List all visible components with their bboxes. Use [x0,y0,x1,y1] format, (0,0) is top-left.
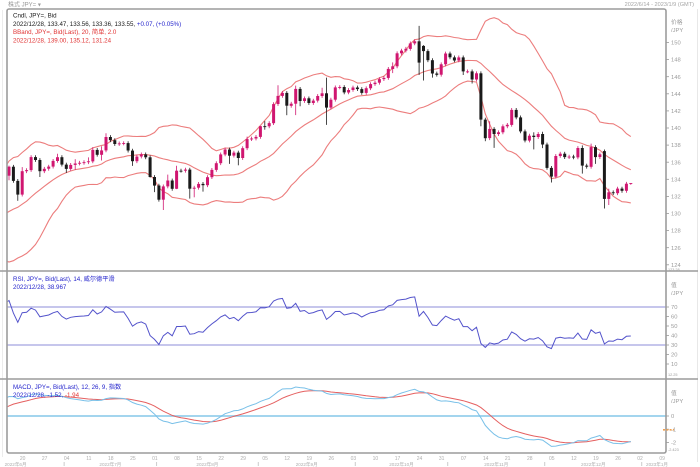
svg-text:20: 20 [20,456,26,462]
svg-text:05: 05 [549,456,555,462]
svg-text:2022年7月: 2022年7月 [99,461,121,467]
svg-text:10: 10 [373,456,379,462]
svg-text:/JPY: /JPY [671,28,683,34]
svg-text:124: 124 [671,263,681,269]
svg-text:18: 18 [108,456,114,462]
svg-text:26: 26 [615,456,621,462]
svg-text:2022/12/28, 133.47, 133.56, 13: 2022/12/28, 133.47, 133.56, 133.36, 133.… [13,21,181,28]
svg-text:/JPY: /JPY [671,291,683,297]
svg-text:BBand, JPY=, Bid(Last), 20, 简单: BBand, JPY=, Bid(Last), 20, 简单, 2.0 [13,28,117,36]
svg-text:148: 148 [671,58,681,64]
svg-text:26: 26 [329,456,335,462]
svg-text:2022/6/14 - 2023/1/9 (GMT): 2022/6/14 - 2023/1/9 (GMT) [625,2,694,8]
svg-text:株式 JPY= ▾: 株式 JPY= ▾ [8,1,41,9]
svg-text:30: 30 [671,343,677,349]
svg-text:价格: 价格 [671,18,683,26]
svg-text:05: 05 [262,456,268,462]
svg-text:123.28: 123.28 [668,268,680,272]
svg-text:Cndl, JPY=, Bid: Cndl, JPY=, Bid [13,13,57,20]
svg-text:10: 10 [671,362,677,368]
svg-text:19: 19 [593,456,599,462]
svg-text:144: 144 [671,92,681,98]
svg-text:2022年11月: 2022年11月 [484,461,508,467]
svg-text:2022/12/28, 38.967: 2022/12/28, 38.967 [13,284,67,291]
svg-text:29: 29 [240,456,246,462]
svg-text:12: 12 [571,456,577,462]
svg-text:07: 07 [461,456,467,462]
svg-text:140: 140 [671,126,681,132]
svg-text:142: 142 [671,109,681,115]
svg-text:0: 0 [671,414,674,420]
svg-text:值: 值 [671,281,677,289]
svg-text:2023年1月: 2023年1月 [646,461,668,467]
svg-text:MACD, JPY=, Bid(Last), 12, 26,: MACD, JPY=, Bid(Last), 12, 26, 9, 指数 [13,383,122,391]
svg-text:40: 40 [671,334,677,340]
svg-text:27: 27 [42,456,48,462]
svg-text:130: 130 [671,212,681,218]
svg-text:25: 25 [130,456,136,462]
svg-text:15: 15 [196,456,202,462]
svg-text:2022年6月: 2022年6月 [5,461,27,467]
svg-text:150: 150 [671,41,681,47]
svg-text:03: 03 [351,456,357,462]
svg-text:-2.423: -2.423 [668,448,679,452]
svg-text:24: 24 [417,456,423,462]
svg-text:14: 14 [483,456,489,462]
svg-text:04: 04 [64,456,70,462]
svg-text:19: 19 [307,456,313,462]
svg-text:136: 136 [671,160,681,166]
svg-text:RSI, JPY=, Bid(Last), 14, 威尔德平: RSI, JPY=, Bid(Last), 14, 威尔德平滑 [13,275,115,283]
svg-text:60: 60 [671,315,677,321]
svg-text:2022年8月: 2022年8月 [196,461,218,467]
svg-text:146: 146 [671,75,681,81]
svg-text:2022年12月: 2022年12月 [581,461,606,467]
svg-text:2022/12/28, -1.52, -1.94: 2022/12/28, -1.52, -1.94 [13,392,80,399]
svg-text:-2: -2 [671,441,676,447]
svg-text:128: 128 [671,229,681,235]
svg-text:12: 12 [284,456,290,462]
svg-text:132: 132 [671,195,681,201]
svg-text:08: 08 [174,456,180,462]
svg-text:2022年9月: 2022年9月 [296,461,318,467]
svg-text:138: 138 [671,143,681,149]
svg-text:09: 09 [659,456,665,462]
svg-text:02: 02 [637,456,643,462]
svg-text:/JPY: /JPY [671,399,683,405]
svg-text:12.25: 12.25 [668,373,678,377]
svg-text:17: 17 [395,456,401,462]
svg-text:21: 21 [505,456,511,462]
svg-text:50: 50 [671,324,677,330]
svg-text:31: 31 [439,456,445,462]
svg-text:22: 22 [218,456,224,462]
svg-text:值: 值 [671,389,677,397]
svg-text:28: 28 [527,456,533,462]
svg-text:2022年10月: 2022年10月 [389,461,414,467]
svg-text:11: 11 [86,456,91,462]
svg-text:2022/12/28, 139.00, 135.12, 13: 2022/12/28, 139.00, 135.12, 131.24 [13,37,112,44]
svg-text:70: 70 [671,305,677,311]
svg-text:01: 01 [152,456,158,462]
svg-text:20: 20 [671,353,677,359]
svg-text:134: 134 [671,177,681,183]
svg-text:126: 126 [671,246,681,252]
